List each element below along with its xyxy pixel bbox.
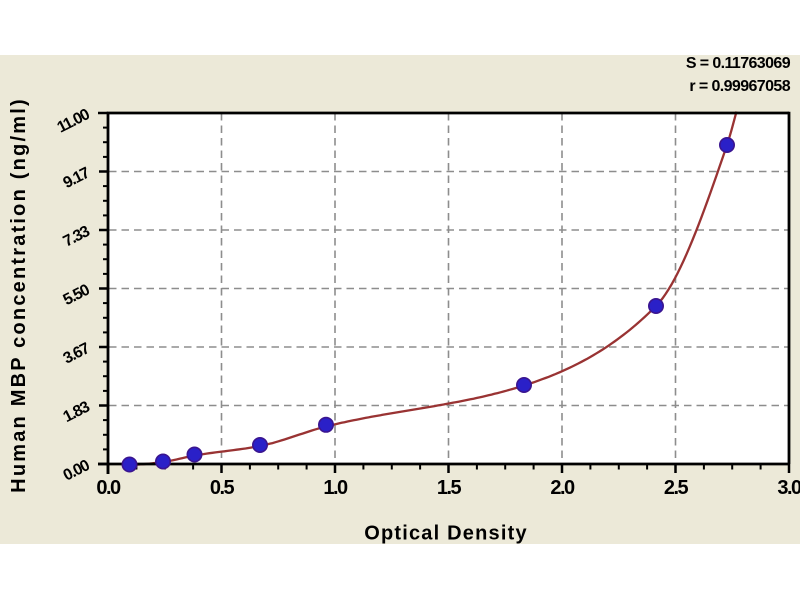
svg-text:7.33: 7.33 <box>61 223 93 251</box>
svg-text:r = 0.99967058: r = 0.99967058 <box>689 78 790 95</box>
svg-text:Optical Density: Optical Density <box>364 523 528 545</box>
svg-text:3.0: 3.0 <box>777 477 800 499</box>
svg-text:S = 0.11763069: S = 0.11763069 <box>686 55 791 72</box>
svg-text:1.0: 1.0 <box>323 477 348 499</box>
svg-text:3.67: 3.67 <box>61 340 93 368</box>
svg-text:2.0: 2.0 <box>550 477 575 499</box>
svg-text:0.00: 0.00 <box>61 457 93 485</box>
svg-text:0.0: 0.0 <box>96 477 121 499</box>
svg-text:5.50: 5.50 <box>61 281 93 309</box>
svg-text:2.5: 2.5 <box>664 477 689 499</box>
svg-text:1.83: 1.83 <box>61 398 93 426</box>
svg-text:1.5: 1.5 <box>437 477 462 499</box>
svg-text:9.17: 9.17 <box>61 164 93 192</box>
svg-text:Human MBP concentration (ng/ml: Human MBP concentration (ng/ml) <box>8 97 30 493</box>
svg-text:0.5: 0.5 <box>210 477 235 499</box>
svg-text:11.00: 11.00 <box>55 106 93 137</box>
